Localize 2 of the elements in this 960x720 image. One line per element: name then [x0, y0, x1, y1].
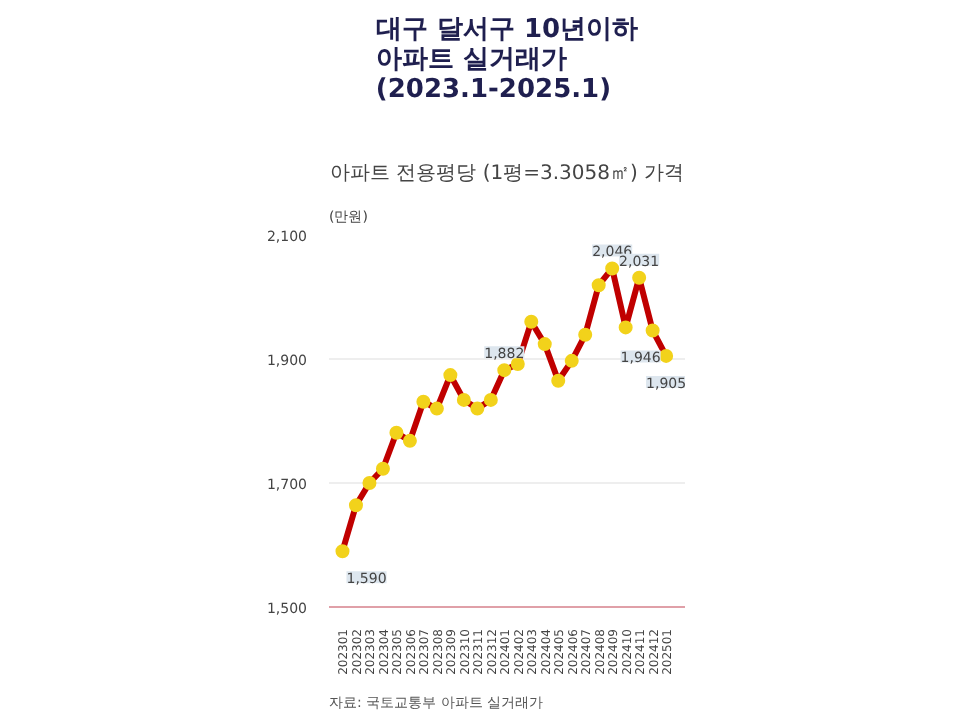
chart-subtitle: 아파트 전용평당 (1평=3.3058㎡) 가격: [329, 163, 685, 185]
chart-title: 대구 달서구 10년이하 아파트 실거래가 (2023.1-2025.1): [375, 15, 639, 105]
